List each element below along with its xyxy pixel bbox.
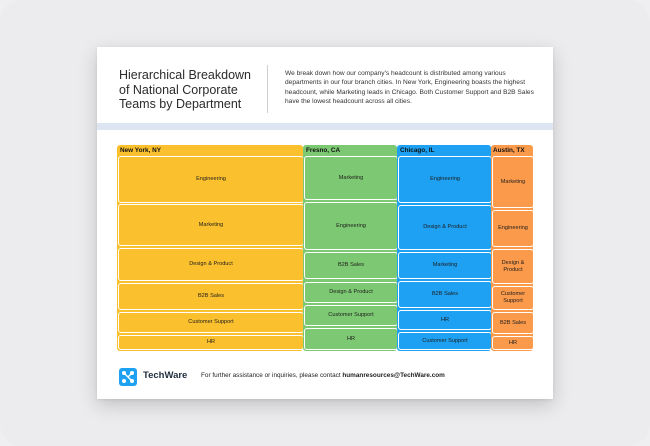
page-title: Hierarchical Breakdown of National Corpo… <box>119 68 252 111</box>
block-austin-customer-support: Customer Support <box>492 286 534 310</box>
block-new-york-hr: HR <box>118 335 304 350</box>
city-label-austin: Austin, TX <box>493 147 525 154</box>
block-fresno-marketing: Marketing <box>304 156 398 200</box>
city-label-chicago: Chicago, IL <box>400 147 435 154</box>
description-text: We break down how our company's headcoun… <box>285 70 534 106</box>
block-fresno-design-product: Design & Product <box>304 282 398 303</box>
block-chicago-customer-support: Customer Support <box>398 332 492 350</box>
block-austin-hr: HR <box>492 336 534 350</box>
block-new-york-design-product: Design & Product <box>118 248 304 281</box>
brand-name: TechWare <box>143 370 188 381</box>
treemap-column-fresno: Fresno, CA Marketing Engineering B2B Sal… <box>303 145 398 351</box>
block-new-york-customer-support: Customer Support <box>118 312 304 333</box>
infographic-card: Hierarchical Breakdown of National Corpo… <box>97 47 553 399</box>
footer-contact-prefix: For further assistance or inquiries, ple… <box>201 372 343 379</box>
block-new-york-engineering: Engineering <box>118 156 304 203</box>
block-fresno-engineering: Engineering <box>304 202 398 250</box>
block-chicago-b2b-sales: B2B Sales <box>398 281 492 308</box>
block-fresno-b2b-sales: B2B Sales <box>304 252 398 279</box>
footer-contact-text: For further assistance or inquiries, ple… <box>201 372 445 379</box>
block-new-york-b2b-sales: B2B Sales <box>118 283 304 310</box>
block-austin-b2b-sales: B2B Sales <box>492 312 534 334</box>
treemap-column-austin: Austin, TX Marketing Engineering Design … <box>491 145 534 351</box>
block-new-york-marketing: Marketing <box>118 204 304 246</box>
header-band <box>97 123 553 130</box>
block-austin-marketing: Marketing <box>492 156 534 208</box>
techware-logo-icon <box>119 368 137 386</box>
treemap-column-chicago: Chicago, IL Engineering Design & Product… <box>397 145 492 351</box>
contact-email[interactable]: humanresources@TechWare.com <box>342 372 445 379</box>
block-austin-engineering: Engineering <box>492 210 534 247</box>
block-fresno-customer-support: Customer Support <box>304 305 398 326</box>
block-chicago-engineering: Engineering <box>398 156 492 203</box>
treemap-column-new-york: New York, NY Engineering Marketing Desig… <box>117 145 304 351</box>
city-label-new-york: New York, NY <box>120 147 161 154</box>
block-chicago-design-product: Design & Product <box>398 205 492 250</box>
header-divider <box>267 65 268 113</box>
block-chicago-marketing: Marketing <box>398 252 492 279</box>
block-austin-design-product: Design & Product <box>492 249 534 284</box>
city-label-fresno: Fresno, CA <box>306 147 341 154</box>
block-chicago-hr: HR <box>398 310 492 330</box>
block-fresno-hr: HR <box>304 328 398 350</box>
